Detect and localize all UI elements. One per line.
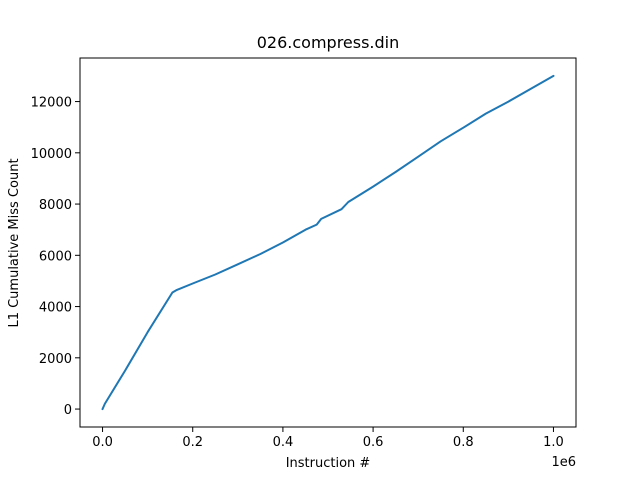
y-axis: 0 2000 4000 6000 8000 10000 12000	[31, 96, 80, 418]
y-tick-label: 0	[64, 403, 72, 418]
x-axis: 0.0 0.2 0.4 0.6 0.8 1.0	[92, 427, 564, 450]
x-tick-label: 0.6	[363, 435, 384, 450]
x-tick-label: 0.2	[182, 435, 203, 450]
plot-area	[80, 58, 576, 427]
y-tick-label: 10000	[31, 147, 72, 162]
y-axis-label: L1 Cumulative Miss Count	[7, 158, 22, 327]
x-axis-label: Instruction #	[286, 456, 371, 471]
series-line	[101, 74, 555, 411]
y-tick-label: 12000	[31, 96, 72, 111]
x-tick-label: 0.8	[453, 435, 474, 450]
plot-frame	[79, 57, 577, 428]
x-axis-offset-label: 1e6	[551, 455, 576, 470]
x-tick-label: 0.4	[273, 435, 294, 450]
y-tick-label: 2000	[39, 352, 72, 367]
y-tick-label: 6000	[39, 249, 72, 264]
y-tick-label: 8000	[39, 198, 72, 213]
x-tick-label: 1.0	[543, 435, 564, 450]
y-tick-label: 4000	[39, 301, 72, 316]
chart-title: 026.compress.din	[257, 33, 400, 52]
x-tick-label: 0.0	[92, 435, 113, 450]
